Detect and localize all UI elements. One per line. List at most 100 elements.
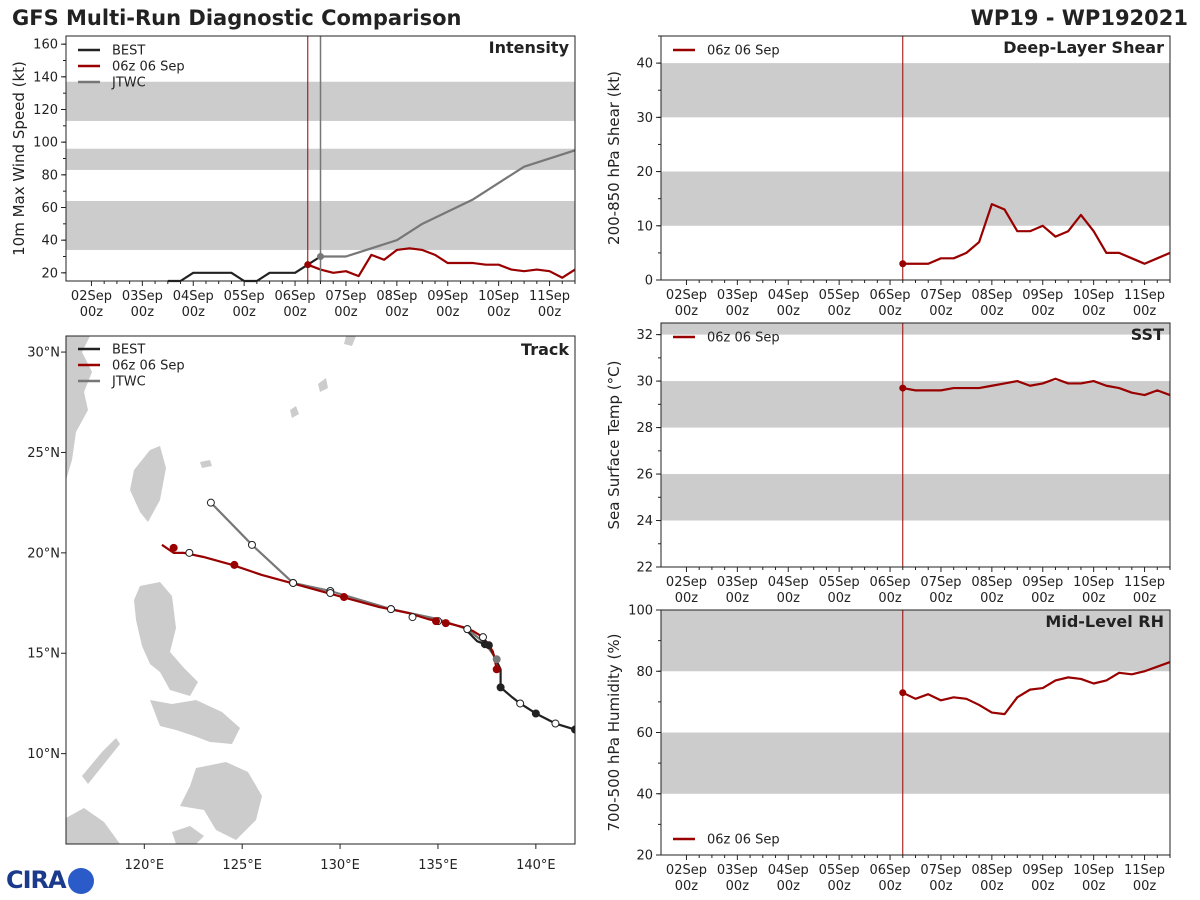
track-point-best [480,640,489,649]
track-point-best [571,725,575,734]
sst-xtick-day: 02Sep [666,575,707,590]
intensity-xtick-hour: 00z [436,305,460,320]
shear-xtick-hour: 00z [1133,304,1157,319]
rh-xtick-day: 08Sep [971,863,1012,878]
shear-ytick-label: 0 [645,274,653,289]
rh-xtick-day: 11Sep [1124,863,1165,878]
intensity-xtick-hour: 00z [385,305,409,320]
intensity-xtick-hour: 00z [80,305,104,320]
land-sulawesi [172,826,204,844]
intensity-xtick-hour: 00z [131,305,155,320]
track-panel-title: Track [521,340,569,359]
sst-band [661,474,1170,521]
intensity-ytick-label: 160 [33,38,58,53]
track-point-06z-06-sep [386,605,395,614]
intensity-ytick-label: 120 [33,103,58,118]
intensity-ytick-label: 80 [41,168,58,183]
track-xtick-label: 125°E [222,858,262,873]
shear-xtick-day: 03Sep [717,288,758,303]
intensity-gfs-start-marker [304,261,312,269]
intensity-xtick-day: 08Sep [376,289,417,304]
shear-xtick-day: 06Sep [870,288,911,303]
sst-xtick-hour: 00z [1133,591,1157,606]
track-map-land [66,336,356,844]
rh-xtick-day: 02Sep [666,863,707,878]
intensity-xtick-hour: 00z [283,305,307,320]
shear-xtick-day: 02Sep [666,288,707,303]
rh-xtick-hour: 00z [1133,879,1157,894]
land-taiwan [130,446,166,522]
track-point-06z-06-sep [432,617,441,626]
shear-start-marker [899,260,907,268]
intensity-xtick-hour: 00z [182,305,206,320]
track-point-06z-06-sep [326,589,335,598]
shear-xtick-hour: 00z [929,304,953,319]
intensity-xtick-day: 07Sep [325,289,366,304]
rh-xtick-day: 09Sep [1022,863,1063,878]
panel-track: 120°E 125°E 130°E 135°E 140°E 10°N 15°N 20°N 25°… [27,335,576,873]
track-point-jtwc [247,540,256,549]
land-visayas [150,700,240,744]
track-point-best [531,709,540,718]
track-xtick-label: 120°E [125,858,165,873]
intensity-panel-title: Intensity [489,38,570,57]
sst-start-marker [899,384,907,392]
rh-ytick-label: 60 [636,726,653,741]
shear-ytick-label: 10 [636,219,653,234]
shear-xtick-day: 10Sep [1073,288,1114,303]
track-point-jtwc [492,655,501,664]
intensity-xtick-hour: 00z [334,305,358,320]
intensity-xtick-day: 09Sep [427,289,468,304]
shear-ytick-label: 30 [636,111,653,126]
shear-ytick-label: 20 [636,165,653,180]
track-xtick-label: 130°E [320,858,360,873]
track-legend-label: 06z 06 Sep [112,359,185,374]
rh-series-06z-06-sep [902,661,1171,716]
track-point-jtwc [206,498,215,507]
sst-ytick-label: 32 [636,328,653,343]
rh-xtick-hour: 00z [1082,879,1106,894]
rh-xtick-day: 07Sep [920,863,961,878]
sst-ytick-label: 22 [636,561,653,576]
charts-layer: 2040608010012014016002Sep00z03Sep00z04Se… [10,35,1171,894]
sst-xtick-hour: 00z [878,591,902,606]
rh-xtick-hour: 00z [675,879,699,894]
rh-xtick-hour: 00z [1031,879,1055,894]
sst-xtick-hour: 00z [777,591,801,606]
track-ytick-label: 20°N [27,546,60,561]
shear-xtick-hour: 00z [827,304,851,319]
intensity-xtick-day: 06Sep [275,289,316,304]
shear-ylabel: 200-850 hPa Shear (kt) [605,71,623,245]
sst-band [661,381,1170,428]
shear-xtick-hour: 00z [675,304,699,319]
track-point-06z-06-sep [492,665,501,674]
shear-xtick-hour: 00z [980,304,1004,319]
figure-title: GFS Multi-Run Diagnostic Comparison [12,6,462,30]
sst-xtick-day: 06Sep [870,575,911,590]
track-point-06z-06-sep [408,613,417,622]
sst-series-06z-06-sep [902,377,1171,397]
intensity-xtick-hour: 00z [487,305,511,320]
rh-ytick-label: 40 [636,787,653,802]
panel-track-lines [161,498,575,734]
shear-legend-label: 06z 06 Sep [707,44,780,59]
land-borneo [66,808,120,844]
track-point-06z-06-sep [463,625,472,634]
sst-band [661,323,1170,335]
sst-xtick-day: 04Sep [768,575,809,590]
rh-xtick-day: 10Sep [1073,863,1114,878]
intensity-ytick-label: 20 [41,266,58,281]
rh-xtick-hour: 00z [827,879,851,894]
track-ytick-label: 25°N [27,446,60,461]
shear-xtick-hour: 00z [878,304,902,319]
shear-series-06z-06-sep [902,202,1171,265]
sst-xtick-day: 03Sep [717,575,758,590]
sst-ytick-label: 24 [636,514,653,529]
track-point-06z-06-sep [185,548,194,557]
track-frame [65,335,576,845]
sst-xtick-day: 11Sep [1124,575,1165,590]
rh-ylabel: 700-500 hPa Humidity (%) [605,633,623,831]
sst-ytick-label: 26 [636,468,653,483]
intensity-legend-label: JTWC [111,76,146,91]
rh-xtick-hour: 00z [726,879,750,894]
